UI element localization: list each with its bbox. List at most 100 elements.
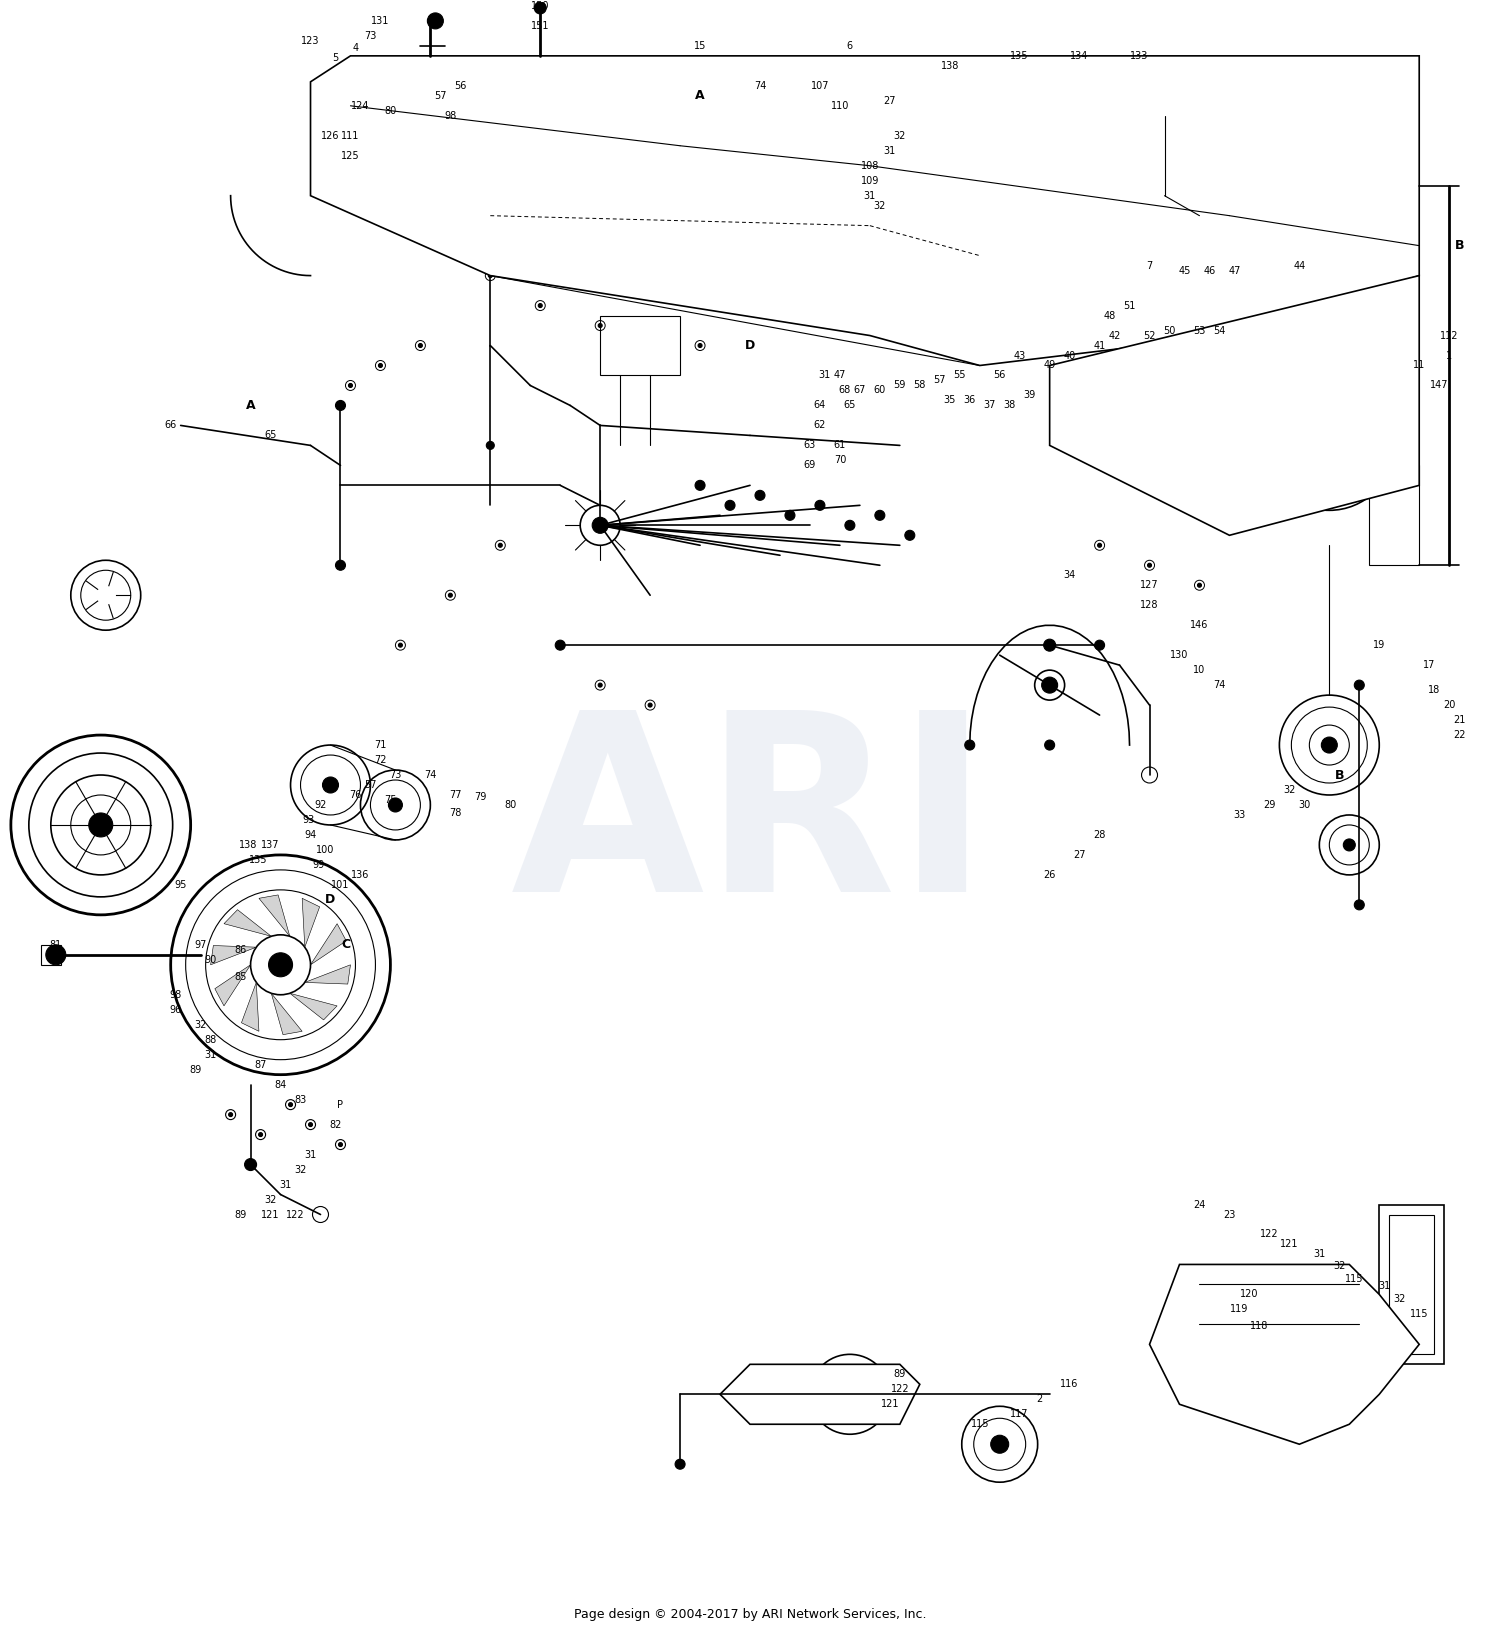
Bar: [840, 95, 999, 156]
Polygon shape: [272, 993, 302, 1034]
Text: 130: 130: [1170, 649, 1188, 661]
Circle shape: [1322, 437, 1338, 454]
Text: 92: 92: [315, 801, 327, 810]
Text: 115: 115: [970, 1419, 988, 1429]
Text: 86: 86: [234, 945, 246, 955]
Text: 119: 119: [1230, 1304, 1248, 1315]
Text: 94: 94: [304, 830, 316, 840]
Text: 117: 117: [1011, 1409, 1029, 1419]
Text: 33: 33: [1233, 810, 1245, 820]
Text: 107: 107: [810, 81, 830, 90]
Text: 43: 43: [1014, 350, 1026, 360]
Circle shape: [844, 520, 855, 531]
Text: B: B: [1335, 768, 1344, 781]
Text: 63: 63: [804, 441, 816, 450]
Circle shape: [498, 543, 502, 547]
Polygon shape: [214, 965, 250, 1006]
Circle shape: [1044, 740, 1054, 750]
Text: 97: 97: [195, 940, 207, 950]
Text: 56: 56: [454, 81, 466, 90]
Text: 2: 2: [1036, 1394, 1042, 1404]
Text: 31: 31: [304, 1149, 316, 1159]
Polygon shape: [310, 56, 1419, 365]
Circle shape: [754, 490, 765, 500]
Circle shape: [378, 363, 382, 368]
Text: 27: 27: [884, 95, 896, 105]
Circle shape: [336, 401, 345, 411]
Text: 38: 38: [1004, 401, 1016, 411]
Circle shape: [1098, 543, 1101, 547]
Text: 37: 37: [984, 401, 996, 411]
Text: 89: 89: [189, 1065, 202, 1075]
Text: 133: 133: [1131, 51, 1149, 61]
Circle shape: [694, 480, 705, 490]
Text: 71: 71: [374, 740, 387, 750]
Bar: [1370, 465, 1419, 566]
Text: 121: 121: [1280, 1240, 1299, 1249]
Circle shape: [964, 740, 975, 750]
Circle shape: [1148, 564, 1152, 567]
Text: 4: 4: [352, 43, 358, 53]
Circle shape: [419, 344, 423, 347]
Text: Page design © 2004-2017 by ARI Network Services, Inc.: Page design © 2004-2017 by ARI Network S…: [573, 1608, 926, 1621]
Text: 121: 121: [261, 1210, 280, 1220]
Bar: [821, 85, 1020, 166]
Text: A: A: [694, 89, 705, 102]
Circle shape: [46, 945, 66, 965]
Text: 75: 75: [384, 796, 396, 806]
Circle shape: [388, 797, 402, 812]
Text: 10: 10: [1194, 666, 1206, 676]
Text: 32: 32: [294, 1164, 306, 1174]
Circle shape: [339, 1143, 342, 1146]
Text: 17: 17: [1424, 661, 1436, 671]
Text: 138: 138: [240, 840, 258, 850]
Text: 39: 39: [1023, 391, 1036, 401]
Circle shape: [990, 1435, 1008, 1453]
Polygon shape: [224, 909, 272, 937]
Text: D: D: [746, 339, 754, 352]
Text: 47: 47: [834, 370, 846, 380]
Text: 55: 55: [954, 370, 966, 380]
Text: 47: 47: [1228, 266, 1240, 276]
Text: 24: 24: [1194, 1200, 1206, 1210]
Text: 125: 125: [340, 151, 360, 161]
Text: 135: 135: [249, 855, 268, 865]
Circle shape: [1095, 640, 1104, 649]
Text: 108: 108: [861, 161, 879, 171]
Text: 100: 100: [316, 845, 334, 855]
Text: 15: 15: [694, 41, 706, 51]
Circle shape: [1044, 640, 1056, 651]
Bar: [40, 945, 62, 965]
Circle shape: [348, 383, 352, 388]
Text: 19: 19: [1372, 640, 1386, 649]
Text: 109: 109: [861, 176, 879, 186]
Text: 21: 21: [1454, 715, 1466, 725]
Circle shape: [427, 13, 444, 30]
Text: 95: 95: [174, 880, 188, 889]
Text: 50: 50: [1164, 326, 1176, 335]
Text: 137: 137: [261, 840, 280, 850]
Circle shape: [1161, 112, 1168, 120]
Circle shape: [598, 684, 602, 687]
Text: 31: 31: [279, 1179, 291, 1190]
Text: 150: 150: [531, 2, 549, 12]
Text: D: D: [326, 893, 336, 906]
Text: 29: 29: [1263, 801, 1275, 810]
Text: 60: 60: [873, 385, 886, 396]
Text: 135: 135: [1011, 51, 1029, 61]
Circle shape: [448, 593, 453, 597]
Text: 46: 46: [1203, 266, 1215, 276]
Polygon shape: [310, 924, 346, 965]
Text: 54: 54: [1214, 326, 1225, 335]
Text: 85: 85: [234, 972, 248, 981]
Text: 110: 110: [831, 100, 849, 110]
Text: 30: 30: [1298, 801, 1311, 810]
Circle shape: [698, 344, 702, 347]
Text: 68: 68: [839, 385, 850, 396]
Polygon shape: [290, 993, 338, 1019]
Text: 57: 57: [364, 779, 376, 791]
Text: 11: 11: [1413, 360, 1425, 370]
Text: 98: 98: [170, 990, 182, 1000]
Circle shape: [309, 1123, 312, 1126]
Text: 90: 90: [204, 955, 218, 965]
